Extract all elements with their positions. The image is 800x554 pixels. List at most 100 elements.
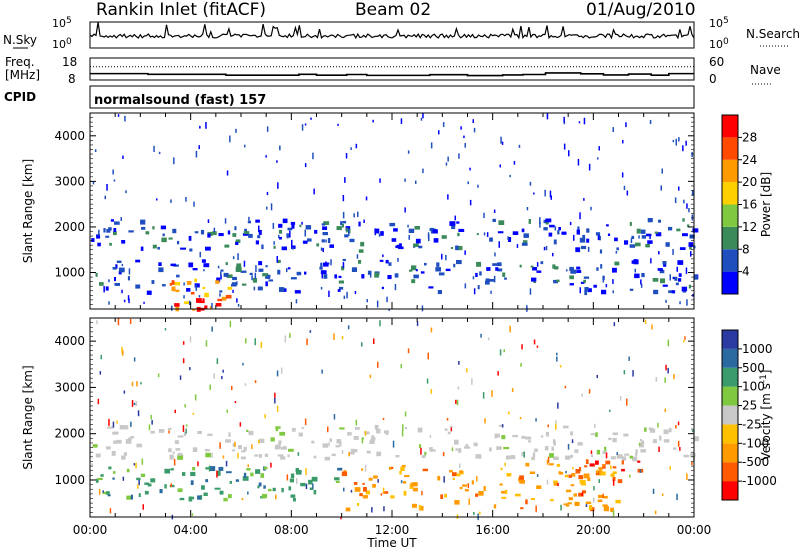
power-cell bbox=[199, 125, 201, 129]
velocity-cell bbox=[404, 475, 410, 478]
power-cells bbox=[91, 113, 699, 312]
velocity-cell bbox=[585, 504, 588, 507]
velocity-cell bbox=[168, 430, 170, 434]
power-cell bbox=[382, 254, 384, 258]
velocity-cell bbox=[173, 458, 176, 466]
velocity-colorbar-label: -100 bbox=[742, 436, 769, 450]
power-cell bbox=[408, 234, 410, 240]
power-colorbar-label: 28 bbox=[742, 130, 757, 144]
power-cell bbox=[498, 241, 500, 248]
power-cell bbox=[141, 226, 146, 230]
velocity-cell bbox=[383, 506, 385, 512]
velocity-cell bbox=[376, 428, 381, 434]
velocity-cell bbox=[113, 431, 119, 434]
velocity-cell bbox=[274, 398, 276, 404]
power-cell bbox=[501, 141, 504, 145]
power-cell bbox=[341, 223, 344, 228]
power-cell bbox=[445, 254, 447, 261]
power-cell bbox=[94, 149, 97, 152]
velocity-colorbar-swatch bbox=[722, 443, 738, 463]
velocity-cell bbox=[473, 442, 478, 447]
velocity-cell bbox=[231, 449, 235, 452]
velocity-cell bbox=[658, 446, 660, 452]
power-cell bbox=[286, 235, 289, 239]
power-cell bbox=[690, 251, 692, 257]
power-cell bbox=[310, 117, 312, 120]
power-cell bbox=[277, 269, 281, 275]
power-cell bbox=[231, 284, 237, 287]
power-cell bbox=[692, 228, 699, 233]
velocity-cell bbox=[377, 479, 379, 483]
velocity-cell bbox=[254, 454, 259, 457]
velocity-cell bbox=[598, 479, 600, 483]
velocity-cell bbox=[234, 401, 237, 404]
velocity-cell bbox=[322, 443, 329, 448]
velocity-cell bbox=[287, 454, 290, 458]
power-cell bbox=[237, 253, 239, 260]
velocity-cell bbox=[676, 493, 678, 501]
velocity-cell bbox=[158, 429, 165, 433]
power-cell bbox=[195, 150, 198, 158]
velocity-cell bbox=[504, 462, 506, 467]
velocity-cell bbox=[663, 429, 669, 435]
velocity-cell bbox=[216, 358, 219, 364]
velocity-cell bbox=[337, 467, 343, 471]
velocity-cell bbox=[281, 487, 284, 493]
power-cell bbox=[217, 265, 220, 269]
power-cell bbox=[575, 247, 581, 253]
power-cell bbox=[380, 231, 384, 236]
power-cell bbox=[415, 180, 417, 184]
power-cell bbox=[354, 291, 357, 294]
velocity-colorbar-label: -500 bbox=[742, 455, 769, 469]
power-cell bbox=[346, 291, 348, 299]
velocity-colorbar-swatch bbox=[722, 330, 738, 349]
power-cell bbox=[476, 233, 479, 236]
velocity-cell bbox=[305, 483, 308, 490]
power-cell bbox=[451, 224, 456, 229]
power-cell bbox=[128, 230, 134, 233]
power-cell bbox=[177, 240, 180, 245]
velocity-cell bbox=[564, 385, 567, 389]
velocity-cell bbox=[679, 447, 681, 451]
power-cell bbox=[282, 218, 288, 224]
velocity-cell bbox=[261, 493, 268, 499]
power-cell bbox=[479, 271, 482, 276]
velocity-cell bbox=[621, 460, 624, 465]
power-cell bbox=[579, 287, 581, 294]
velocity-cell bbox=[209, 384, 211, 390]
velocity-cell bbox=[562, 425, 569, 429]
velocity-cell bbox=[359, 493, 363, 497]
power-cell bbox=[634, 242, 641, 247]
power-cell bbox=[464, 250, 466, 255]
velocity-cell bbox=[571, 473, 576, 477]
power-cell bbox=[580, 281, 585, 284]
power-cell bbox=[429, 227, 435, 232]
velocity-cell bbox=[623, 370, 626, 375]
power-cell bbox=[338, 280, 344, 284]
nsearch-label: N.Search bbox=[746, 27, 800, 41]
power-cell bbox=[504, 277, 507, 280]
velocity-cell bbox=[201, 485, 205, 490]
velocity-cell bbox=[182, 341, 185, 345]
power-cell bbox=[361, 274, 365, 279]
power-cell bbox=[577, 159, 580, 166]
power-cell bbox=[108, 227, 112, 231]
power-cell bbox=[295, 299, 298, 304]
power-cell bbox=[279, 287, 285, 292]
power-cell bbox=[614, 237, 618, 242]
velocity-cell bbox=[159, 489, 163, 494]
velocity-cell bbox=[572, 467, 574, 470]
power-cell bbox=[679, 301, 681, 305]
power-cell bbox=[400, 118, 403, 124]
power-cell bbox=[661, 168, 663, 174]
velocity-cell bbox=[263, 466, 268, 470]
velocity-cell bbox=[501, 424, 504, 428]
freq-unit-label: [MHz] bbox=[5, 68, 40, 82]
power-cell bbox=[422, 113, 424, 119]
velocity-cell bbox=[169, 454, 174, 460]
velocity-cell bbox=[427, 352, 429, 360]
velocity-cell bbox=[130, 421, 132, 427]
velocity-cell bbox=[345, 507, 351, 512]
power-cell bbox=[641, 273, 645, 278]
power-cell bbox=[175, 289, 180, 293]
